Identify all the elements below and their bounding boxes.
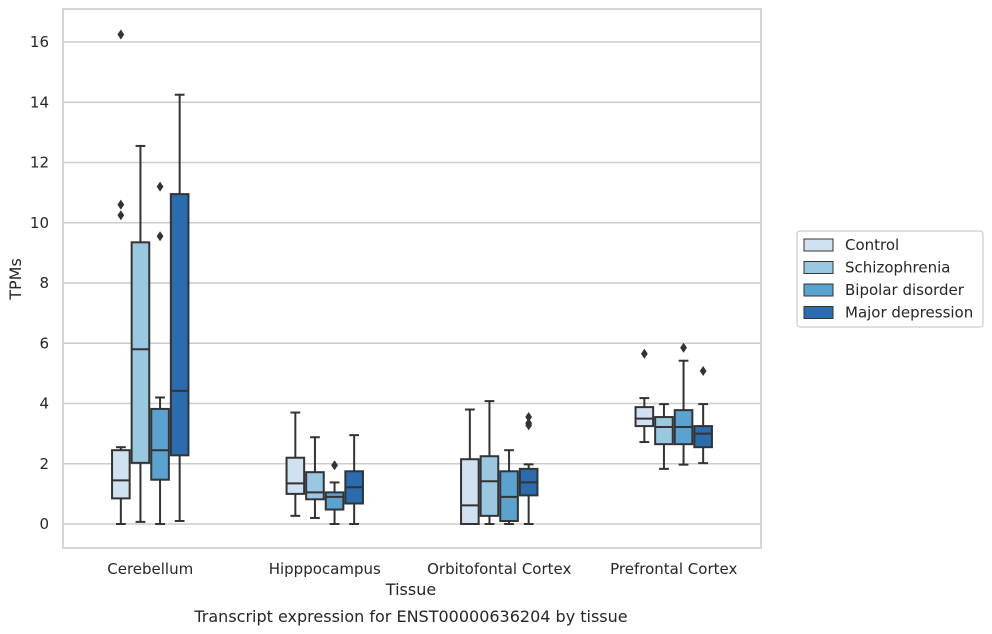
series-schizophrenia — [130, 144, 674, 525]
outlier-point — [680, 342, 687, 353]
box-cerebellum — [111, 29, 131, 525]
outlier-point — [117, 29, 125, 40]
box-body — [111, 449, 131, 500]
box-body — [285, 456, 306, 495]
outlier-point — [156, 181, 164, 192]
box-body — [479, 455, 500, 517]
y-tick-label: 2 — [39, 455, 49, 473]
box-cerebellum — [130, 144, 151, 523]
y-axis-tick-labels: 0 2 4 6 8 10 12 14 16 — [30, 33, 49, 533]
box-prefrontal-cortex — [654, 403, 674, 470]
box-body — [169, 193, 190, 457]
legend-swatch — [803, 283, 834, 297]
legend-label: Bipolar disorder — [845, 281, 965, 299]
outlier-point — [156, 231, 164, 242]
y-tick-label: 10 — [30, 214, 49, 232]
box-body — [324, 491, 345, 511]
legend-label: Control — [845, 236, 899, 254]
y-tick-label: 16 — [30, 33, 49, 51]
y-tick-label: 14 — [30, 93, 49, 111]
legend-label: Major depression — [845, 304, 973, 322]
legend-item: Bipolar disorder — [803, 281, 965, 299]
box-orbitofontal-cortex — [499, 449, 519, 525]
y-tick-label: 0 — [39, 515, 49, 533]
x-tick-label: Cerebellum — [107, 560, 193, 578]
chart-caption: Transcript expression for ENST0000063620… — [193, 607, 627, 626]
outlier-point — [640, 348, 648, 359]
legend: Control Schizophrenia Bipolar disorder Majo… — [796, 230, 984, 328]
box-body — [460, 458, 480, 526]
box-prefrontal-cortex — [693, 365, 713, 465]
outlier-point — [699, 365, 707, 376]
x-tick-label: Prefrontal Cortex — [610, 560, 737, 578]
outlier-point — [525, 418, 533, 429]
series-major-depression — [169, 93, 713, 525]
y-tick-label: 8 — [39, 274, 49, 292]
box-body — [634, 406, 655, 428]
outlier-point — [331, 460, 338, 471]
box-body — [130, 241, 151, 464]
box-series — [111, 29, 713, 526]
box-orbitofontal-cortex — [460, 408, 480, 526]
x-tick-label: Hipppocampus — [269, 560, 381, 578]
x-axis-title: Tissue — [385, 580, 436, 599]
legend-swatch — [803, 261, 834, 274]
box-prefrontal-cortex — [634, 348, 655, 444]
box-body — [693, 425, 713, 449]
box-body — [654, 416, 674, 446]
legend-swatch — [803, 306, 834, 319]
outlier-point — [117, 199, 125, 210]
box-cerebellum — [169, 93, 190, 522]
series-bipolar-disorder — [150, 181, 694, 525]
y-axis-title: TPMs — [6, 258, 25, 301]
box-hipppocampus — [285, 411, 306, 517]
outlier-point — [117, 210, 125, 221]
y-tick-label: 4 — [39, 395, 49, 413]
outlier-point — [525, 412, 533, 423]
x-axis-tick-labels: Cerebellum Hipppocampus Orbitofontal Corte… — [107, 560, 737, 578]
legend-swatch — [803, 238, 834, 252]
legend-frame — [796, 230, 984, 328]
legend-item: Major depression — [803, 304, 973, 322]
legend-item: Control — [803, 236, 899, 254]
y-tick-label: 6 — [39, 334, 49, 352]
box-cerebellum — [150, 181, 170, 525]
x-tick-label: Orbitofontal Cortex — [427, 560, 571, 578]
y-tick-label: 12 — [30, 154, 49, 172]
box-prefrontal-cortex — [673, 342, 694, 466]
box-hipppocampus — [305, 436, 325, 519]
plot-area-frame — [62, 8, 762, 549]
box-body — [305, 471, 325, 501]
legend-label: Schizophrenia — [845, 259, 950, 277]
box-orbitofontal-cortex — [479, 400, 500, 525]
box-orbitofontal-cortex — [518, 412, 539, 525]
box-hipppocampus — [324, 460, 345, 525]
box-body — [150, 407, 170, 481]
box-hipppocampus — [344, 434, 364, 525]
series-control — [111, 29, 655, 526]
legend-item: Schizophrenia — [803, 259, 950, 277]
